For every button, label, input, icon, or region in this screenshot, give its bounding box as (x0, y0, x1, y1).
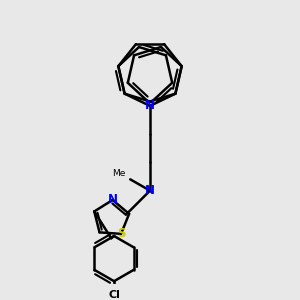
Text: N: N (145, 184, 155, 197)
Text: N: N (108, 194, 118, 206)
Text: Me: Me (112, 169, 126, 178)
Text: Cl: Cl (108, 290, 120, 300)
Text: N: N (145, 99, 155, 112)
Text: S: S (117, 227, 125, 240)
